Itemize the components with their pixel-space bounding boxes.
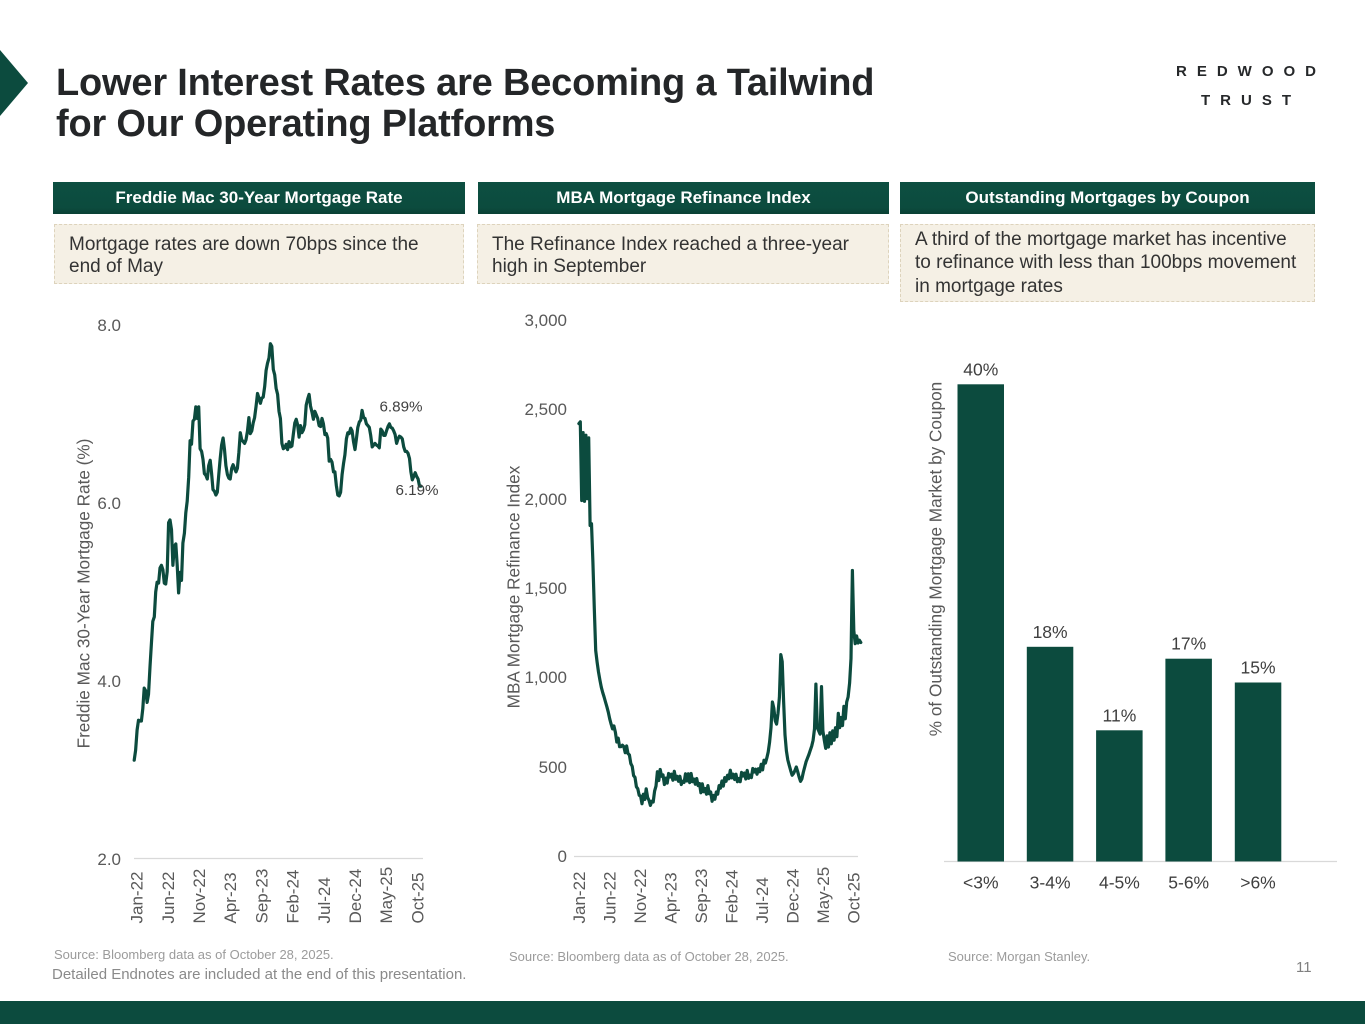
svg-text:6.0: 6.0 (97, 494, 121, 513)
svg-text:Sep-23: Sep-23 (252, 869, 271, 924)
svg-text:Nov-22: Nov-22 (631, 869, 650, 924)
svg-text:Nov-22: Nov-22 (190, 869, 209, 924)
svg-text:11%: 11% (1103, 705, 1137, 725)
svg-text:18%: 18% (1033, 622, 1068, 642)
svg-text:1,000: 1,000 (524, 668, 567, 687)
svg-text:Jun-22: Jun-22 (601, 872, 620, 924)
svg-text:Apr-23: Apr-23 (221, 872, 240, 923)
svg-text:Jan-22: Jan-22 (128, 872, 147, 924)
svg-text:3,000: 3,000 (524, 311, 567, 330)
svg-text:Feb-24: Feb-24 (284, 870, 303, 924)
svg-text:8.0: 8.0 (97, 316, 121, 335)
svg-text:Jan-22: Jan-22 (570, 872, 589, 924)
svg-text:6.19%: 6.19% (395, 482, 438, 499)
svg-text:May-25: May-25 (377, 867, 396, 924)
svg-text:2.0: 2.0 (97, 850, 121, 869)
svg-text:Apr-23: Apr-23 (662, 872, 681, 923)
svg-text:Feb-24: Feb-24 (723, 870, 742, 924)
svg-text:Dec-24: Dec-24 (784, 869, 803, 924)
svg-text:4-5%: 4-5% (1099, 873, 1140, 893)
svg-text:Freddie Mac 30-Year Mortgage R: Freddie Mac 30-Year Mortgage Rate (%) (74, 439, 94, 749)
svg-text:1,500: 1,500 (524, 579, 567, 598)
svg-text:Jul-24: Jul-24 (315, 877, 334, 923)
svg-text:5-6%: 5-6% (1168, 873, 1209, 893)
svg-text:Jun-22: Jun-22 (159, 872, 178, 924)
svg-text:<3%: <3% (963, 873, 999, 893)
svg-text:Oct-25: Oct-25 (408, 872, 427, 923)
svg-text:2,500: 2,500 (524, 400, 567, 419)
svg-text:MBA Mortgage Refinance Index: MBA Mortgage Refinance Index (504, 465, 524, 708)
svg-text:>6%: >6% (1240, 873, 1276, 893)
svg-text:6.89%: 6.89% (379, 399, 422, 416)
svg-text:May-25: May-25 (814, 867, 833, 924)
svg-text:Dec-24: Dec-24 (346, 869, 365, 924)
svg-text:4.0: 4.0 (97, 672, 121, 691)
svg-text:Sep-23: Sep-23 (692, 869, 711, 924)
svg-text:40%: 40% (963, 359, 998, 379)
svg-text:15%: 15% (1240, 658, 1275, 678)
svg-text:% of Outstanding Mortgage Mark: % of Outstanding Mortgage Market by Coup… (926, 382, 946, 736)
svg-text:Jul-24: Jul-24 (753, 877, 772, 923)
svg-text:2,000: 2,000 (524, 490, 567, 509)
svg-text:Oct-25: Oct-25 (845, 872, 864, 923)
svg-text:500: 500 (539, 758, 567, 777)
svg-text:17%: 17% (1171, 634, 1206, 654)
svg-text:0: 0 (558, 847, 567, 866)
svg-text:3-4%: 3-4% (1030, 873, 1071, 893)
